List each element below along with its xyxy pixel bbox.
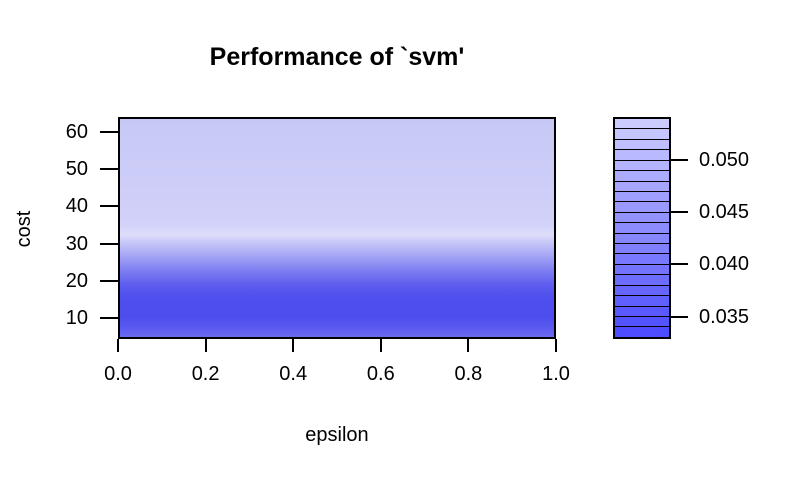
x-axis-title: epsilon <box>305 424 369 446</box>
legend-segment <box>615 305 669 317</box>
x-tick-0.2 <box>204 339 207 352</box>
y-tick-10 <box>100 317 118 319</box>
y-tick-40 <box>100 205 118 208</box>
y-tick-label: 30 <box>65 232 88 255</box>
legend-segment <box>615 326 669 337</box>
legend-tick-label: 0.045 <box>699 201 750 223</box>
legend-segment <box>615 128 669 139</box>
legend-segment <box>615 232 669 244</box>
legend-segment <box>615 149 669 160</box>
legend-segment <box>615 201 669 212</box>
heatmap-area <box>118 117 556 339</box>
legend-segment <box>615 170 669 181</box>
x-tick-label: 1.0 <box>542 363 570 385</box>
legend-segment <box>615 263 669 275</box>
legend-segment <box>615 316 669 327</box>
x-tick-label: 0.2 <box>191 363 220 385</box>
legend-tick-0.035 <box>671 316 688 318</box>
y-tick-20 <box>100 279 118 282</box>
x-tick-label: 0.0 <box>104 363 132 385</box>
legend-segment <box>615 274 669 285</box>
x-tick-0.6 <box>379 339 382 352</box>
legend-segment <box>615 211 669 223</box>
y-tick-label: 10 <box>65 307 88 329</box>
y-tick-label: 20 <box>65 269 88 292</box>
chart-title: Performance of `svm' <box>209 43 465 71</box>
y-tick-label: 40 <box>65 195 88 218</box>
legend-segment <box>615 284 669 296</box>
legend-tick-label: 0.035 <box>699 306 750 328</box>
y-tick-60 <box>100 131 118 133</box>
legend-segment <box>615 295 669 306</box>
legend-segment <box>615 253 669 264</box>
legend-tick-label: 0.040 <box>699 253 750 275</box>
y-axis-title: cost <box>13 210 35 248</box>
x-tick-label: 0.4 <box>279 363 308 385</box>
x-tick-label: 0.8 <box>454 363 483 385</box>
y-tick-30 <box>100 242 118 245</box>
x-tick-0.0 <box>117 339 119 352</box>
legend-tick-0.050 <box>671 159 688 161</box>
legend-segment <box>615 243 669 254</box>
legend-segment <box>615 180 669 191</box>
legend-segment <box>615 138 669 150</box>
legend-tick-0.040 <box>671 263 688 265</box>
x-tick-1.0 <box>555 339 557 352</box>
legend-segment <box>615 119 669 129</box>
y-tick-label: 60 <box>65 121 88 143</box>
legend-segment <box>615 222 669 233</box>
legend-bar <box>613 117 671 339</box>
legend-tick-label: 0.050 <box>699 149 750 171</box>
legend-tick-0.045 <box>671 211 688 213</box>
legend-segment <box>615 159 669 171</box>
x-tick-0.4 <box>292 339 295 352</box>
y-tick-50 <box>100 168 118 171</box>
x-tick-0.8 <box>467 339 470 352</box>
y-tick-label: 50 <box>65 158 88 181</box>
legend-segment <box>615 190 669 202</box>
x-tick-label: 0.6 <box>366 363 395 385</box>
